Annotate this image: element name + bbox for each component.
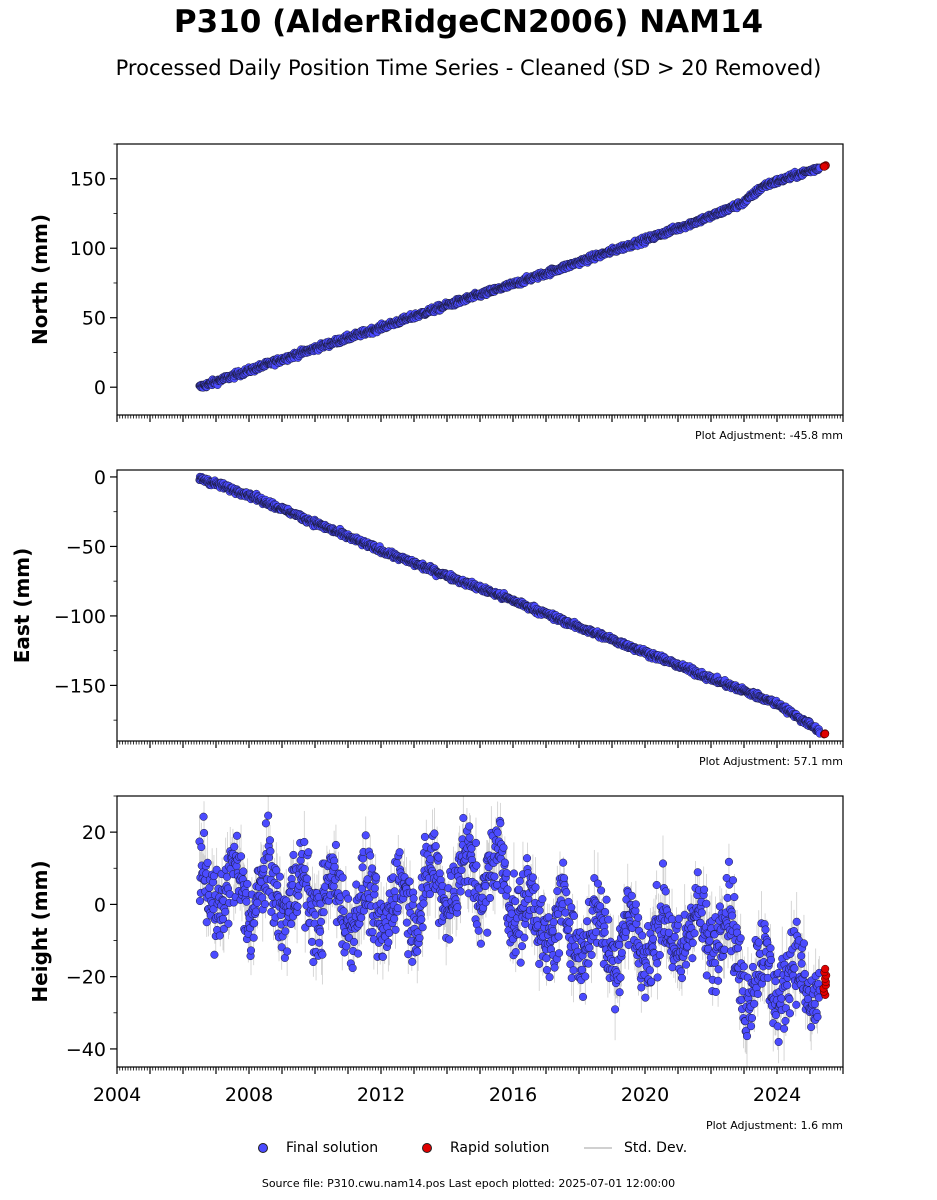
east-y-axis: 0 −50 −100 −150 <box>54 467 117 721</box>
east-y-axis-label: East (mm) <box>10 548 34 664</box>
page-subtitle: Processed Daily Position Time Series - C… <box>115 56 822 80</box>
y-tick-label: −50 <box>66 536 106 558</box>
y-tick-label: 100 <box>70 238 106 260</box>
east-final-points <box>195 472 824 738</box>
y-tick-label: 0 <box>94 377 106 399</box>
east-panel: 0 −50 −100 −150 East (mm) <box>10 467 844 748</box>
rapid-solution-point <box>820 162 829 171</box>
east-rapid-points <box>820 729 830 739</box>
y-tick-label: 0 <box>94 467 106 489</box>
y-tick-label: 50 <box>82 308 106 330</box>
north-panel: 0 50 100 150 North (mm) <box>28 143 844 422</box>
y-tick-label: −100 <box>54 606 106 628</box>
north-y-axis: 0 50 100 150 <box>70 143 117 399</box>
east-x-axis <box>116 741 844 748</box>
north-final-points <box>195 163 824 392</box>
east-plot-frame <box>116 469 844 742</box>
rapid-solution-point <box>821 729 830 739</box>
height-panel: 2004 2008 2012 2016 2020 2024200−20−40Height … <box>28 795 844 1106</box>
y-tick-label: 150 <box>70 169 106 191</box>
y-tick-label: −150 <box>54 675 106 697</box>
north-y-axis-label: North (mm) <box>28 214 52 345</box>
north-x-axis <box>116 415 844 422</box>
page-title: P310 (AlderRidgeCN2006) NAM14 <box>173 4 764 40</box>
north-rapid-points <box>819 161 830 171</box>
